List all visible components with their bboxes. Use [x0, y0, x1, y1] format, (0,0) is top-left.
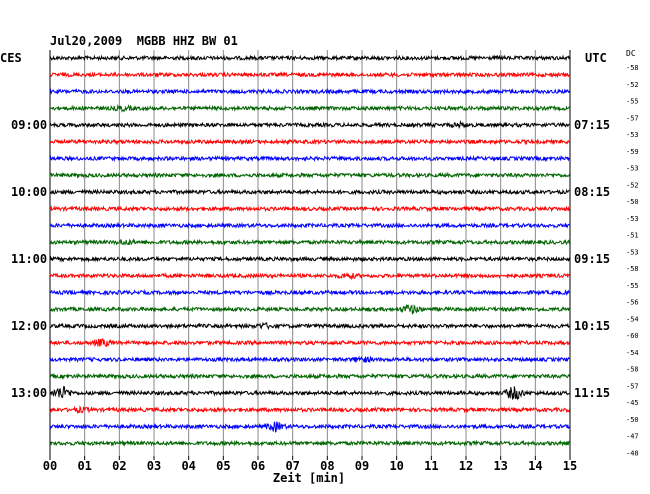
dc-offset-value: -51	[626, 232, 639, 240]
x-tick-label: 05	[216, 459, 230, 473]
dc-offset-value: -57	[626, 382, 639, 390]
trace-line	[49, 385, 571, 401]
right-hour-label: 07:15	[574, 118, 610, 132]
dc-offset-value: -58	[626, 366, 639, 374]
dc-offset-value: -50	[626, 198, 639, 206]
trace-line	[49, 119, 570, 130]
dc-offset-value: -48	[626, 449, 639, 457]
dc-offset-value: -53	[626, 165, 639, 173]
dc-offset-value: -50	[626, 416, 639, 424]
dc-offset-value: -60	[626, 332, 639, 340]
minute-grid	[49, 50, 571, 460]
dc-offset-value: -47	[626, 433, 639, 441]
dc-offset-value: -58	[626, 64, 639, 72]
label-group: Jul20,2009 MGBB HHZ BW 01 CES UTC DC Zei…	[0, 34, 639, 485]
dc-offset-value: -52	[626, 181, 639, 189]
dc-offset-value: -55	[626, 98, 639, 106]
left-hour-label: 09:00	[11, 118, 47, 132]
x-tick-label: 07	[285, 459, 299, 473]
x-tick-label: 12	[459, 459, 473, 473]
left-timezone-label: CES	[0, 51, 22, 65]
dc-offset-value: -45	[626, 399, 639, 407]
trace-line	[49, 255, 571, 263]
left-hour-label: 10:00	[11, 185, 47, 199]
trace-line	[49, 321, 570, 331]
dc-offset-value: -53	[626, 215, 639, 223]
x-tick-label: 00	[43, 459, 57, 473]
trace-line	[49, 372, 571, 380]
x-tick-label: 10	[389, 459, 403, 473]
left-hour-label: 11:00	[11, 252, 47, 266]
trace-line	[49, 405, 571, 415]
right-hour-label: 08:15	[574, 185, 610, 199]
x-tick-label: 09	[355, 459, 369, 473]
trace-line	[49, 54, 571, 62]
x-tick-label: 13	[493, 459, 507, 473]
trace-line	[49, 221, 570, 230]
x-tick-label: 14	[528, 459, 542, 473]
trace-line	[49, 238, 571, 246]
trace-line	[49, 271, 570, 281]
x-tick-label: 15	[563, 459, 577, 473]
right-timezone-label: UTC	[585, 51, 607, 65]
dc-offset-value: -54	[626, 315, 639, 323]
x-tick-label: 04	[181, 459, 195, 473]
left-hour-label: 13:00	[11, 386, 47, 400]
dc-offset-value: -53	[626, 248, 639, 256]
trace-line	[49, 421, 571, 433]
chart-title: Jul20,2009 MGBB HHZ BW 01	[50, 34, 238, 48]
right-hour-label: 11:15	[574, 386, 610, 400]
trace-group	[49, 54, 571, 447]
trace-line	[49, 439, 570, 447]
right-hour-label: 10:15	[574, 319, 610, 333]
dc-offset-value: -59	[626, 148, 639, 156]
dc-offset-value: -53	[626, 131, 639, 139]
dc-offset-value: -54	[626, 349, 639, 357]
trace-line	[49, 338, 571, 348]
x-tick-label: 08	[320, 459, 334, 473]
dc-offset-value: -57	[626, 114, 639, 122]
trace-line	[49, 188, 570, 196]
trace-line	[49, 171, 571, 179]
trace-line	[50, 138, 570, 146]
trace-line	[49, 355, 570, 364]
trace-line	[49, 288, 570, 297]
trace-line	[49, 154, 570, 163]
trace-line	[49, 71, 570, 79]
x-tick-label: 06	[251, 459, 265, 473]
trace-line	[49, 104, 571, 113]
trace-line	[49, 205, 571, 213]
dc-offset-header: DC	[626, 49, 636, 58]
dc-offset-value: -52	[626, 81, 639, 89]
left-hour-label: 12:00	[11, 319, 47, 333]
right-hour-label: 09:15	[574, 252, 610, 266]
dc-offset-value: -58	[626, 265, 639, 273]
x-tick-label: 11	[424, 459, 438, 473]
x-tick-label: 02	[112, 459, 126, 473]
trace-line	[49, 303, 570, 315]
x-tick-label: 03	[147, 459, 161, 473]
dc-offset-value: -55	[626, 282, 639, 290]
x-axis-label: Zeit [min]	[273, 471, 345, 485]
x-tick-label: 01	[77, 459, 91, 473]
dc-offset-value: -56	[626, 299, 639, 307]
trace-line	[49, 87, 571, 96]
